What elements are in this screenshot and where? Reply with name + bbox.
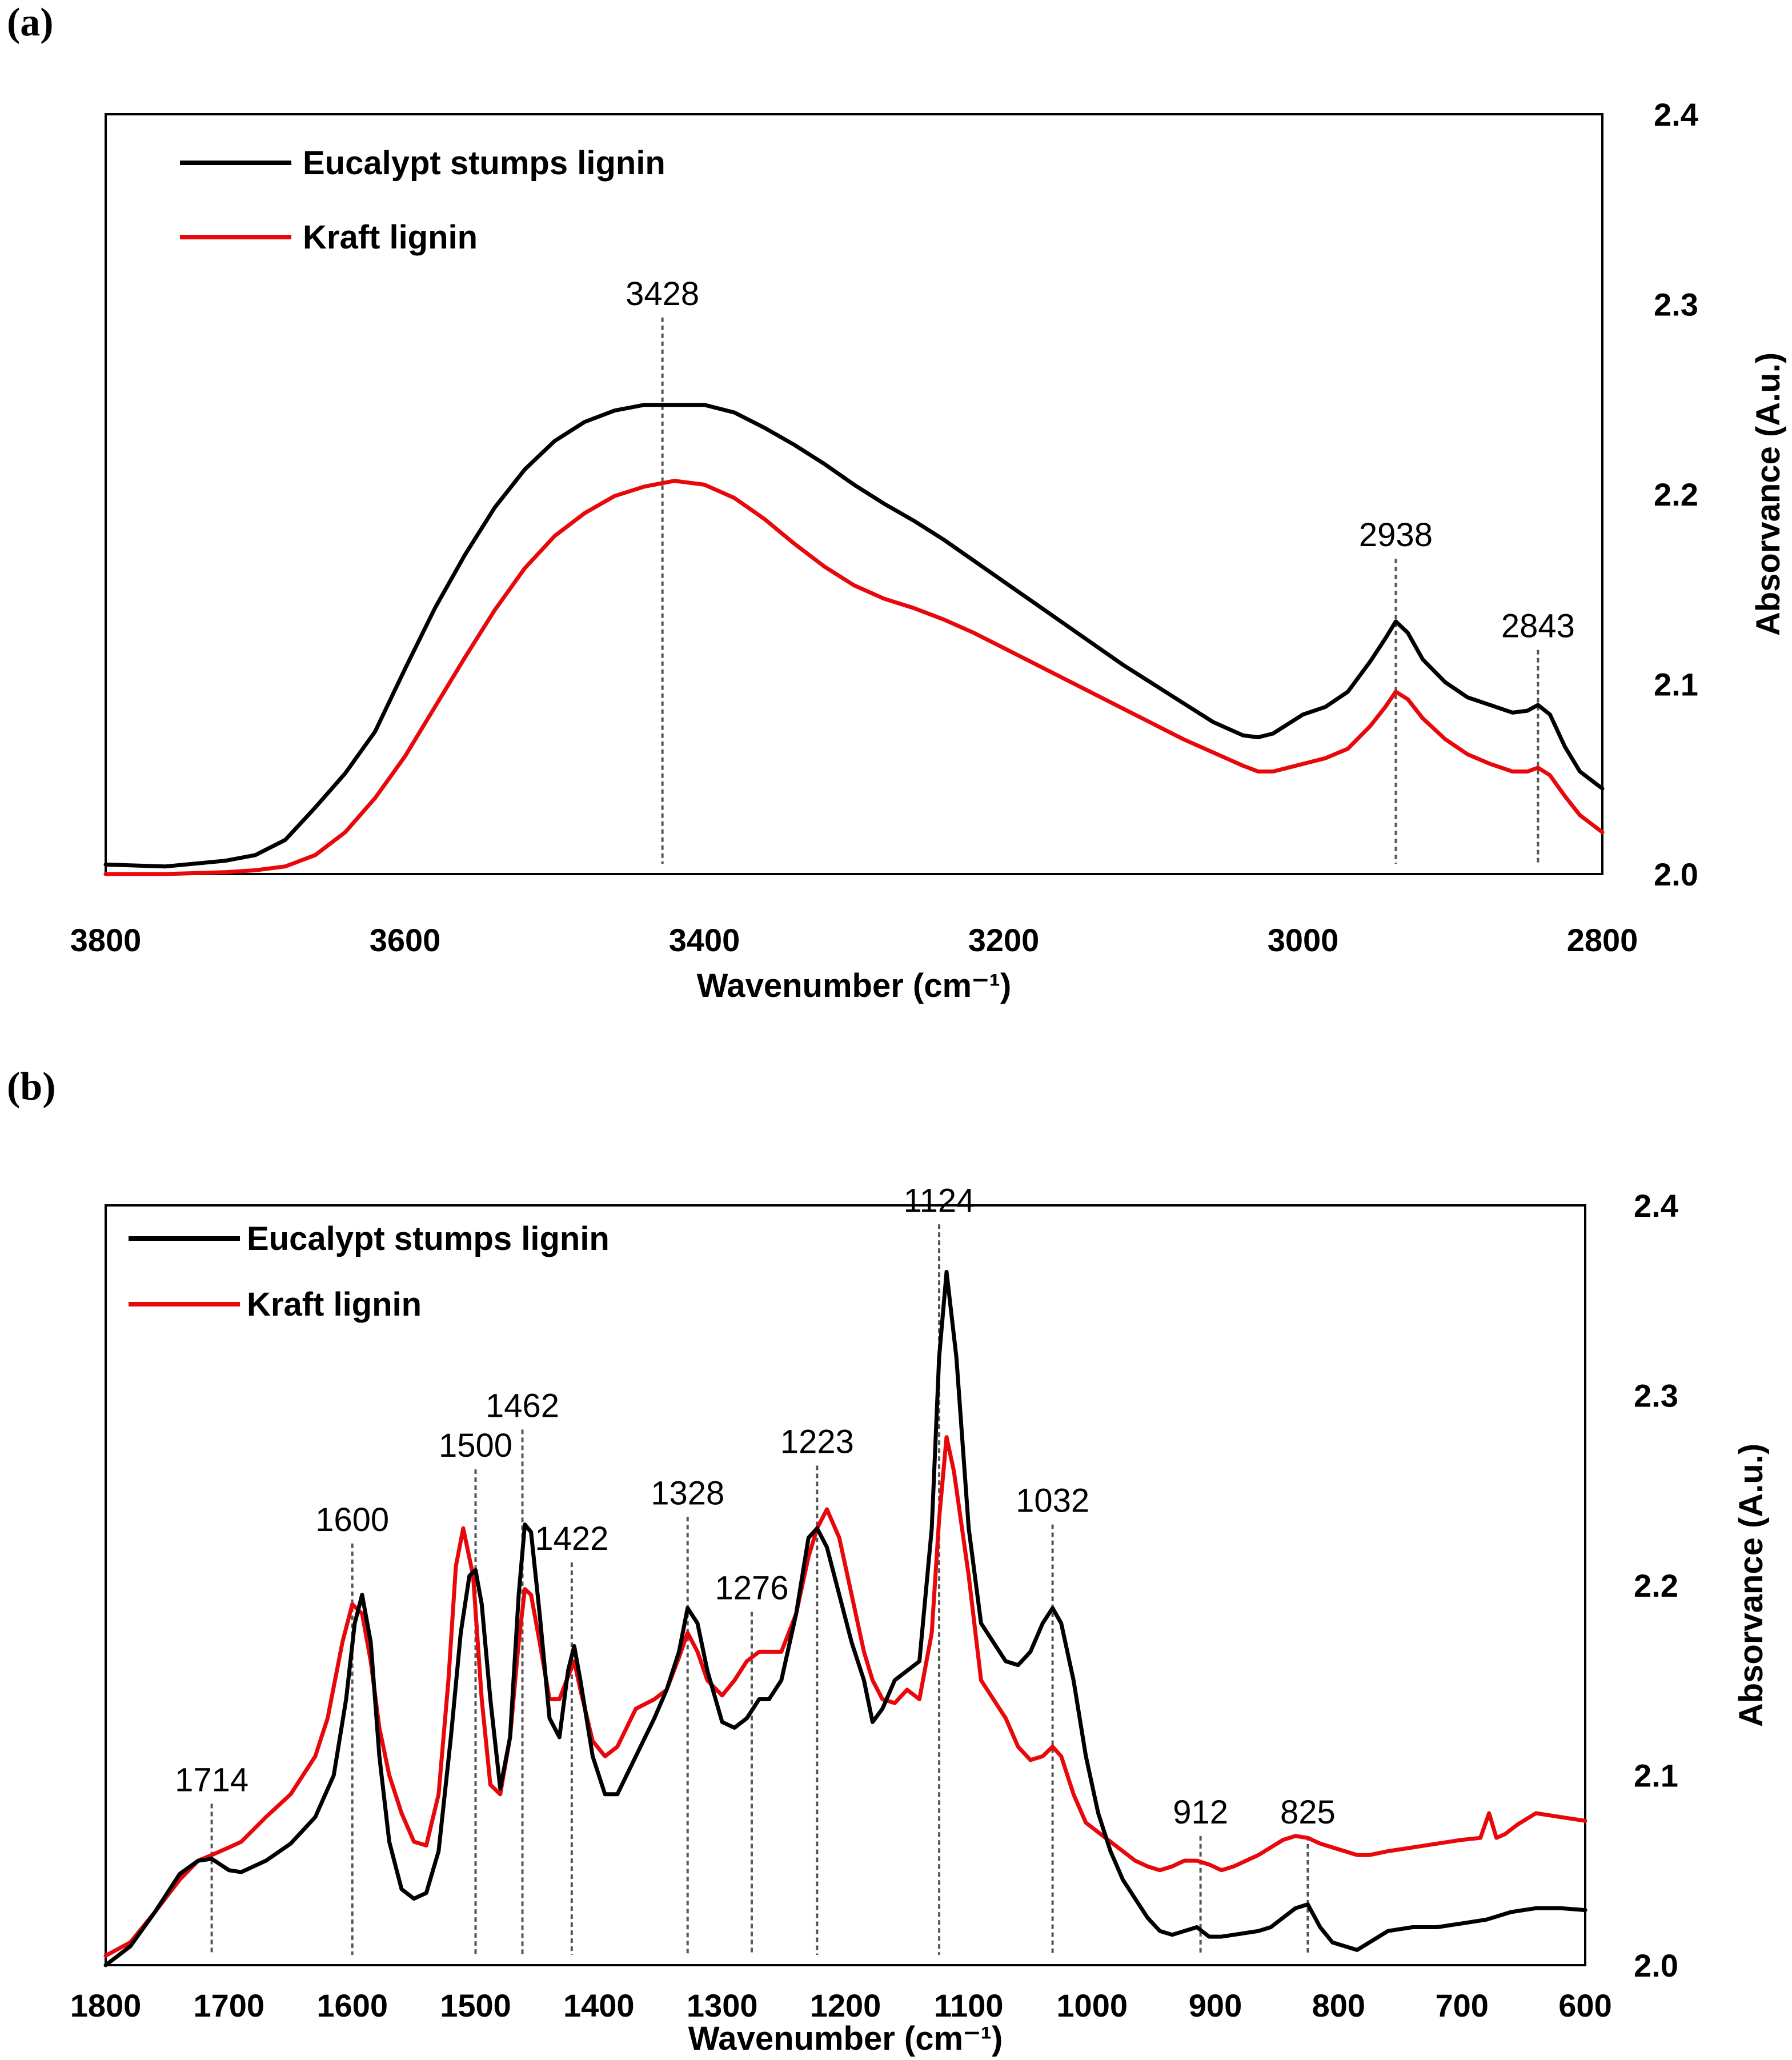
panel-a-annotations: 3428 2938 2843: [626, 275, 1575, 645]
panel-a-legend-label-eucalypt: Eucalypt stumps lignin: [303, 145, 666, 182]
panel-b-annotation-label: 1600: [315, 1501, 389, 1538]
panel-a-series-kraft-lignin: [103, 479, 1605, 876]
panel-b-x-tick: 1200: [810, 1987, 881, 2023]
panel-a-y-tick-labels: 2.0 2.1 2.2 2.3 2.4: [1654, 97, 1698, 892]
panel-a-legend: Eucalypt stumps lignin Kraft lignin: [180, 145, 666, 256]
panel-a-x-tick: 3400: [669, 922, 740, 958]
panel-b-x-tick: 800: [1312, 1987, 1365, 2023]
panel-a-annotation-label: 3428: [626, 275, 699, 312]
panel-b-x-tick: 1800: [70, 1987, 142, 2023]
panel-a-y-tick: 2.4: [1654, 97, 1698, 133]
panel-b-annotation-label: 825: [1280, 1794, 1336, 1831]
panel-a-plot-frame: [105, 113, 1603, 875]
panel-a-y-tick: 2.1: [1654, 667, 1698, 703]
panel-b-annotation-label: 1032: [1016, 1482, 1089, 1520]
panel-b-y-tick: 2.0: [1634, 1947, 1678, 1983]
panel-b-x-tick: 1000: [1056, 1987, 1128, 2023]
panel-b-annotation-label: 1223: [780, 1424, 854, 1461]
panel-b-annotation-label: 1462: [486, 1387, 559, 1424]
panel-a-x-tick: 3800: [70, 922, 142, 958]
panel-a-x-tick: 3200: [968, 922, 1040, 958]
panel-b-legend: Eucalypt stumps lignin Kraft lignin: [129, 1220, 610, 1323]
panel-a-legend-label-kraft: Kraft lignin: [303, 219, 478, 256]
panel-a-annotation-label: 2938: [1359, 516, 1433, 554]
panel-b-annotation-label: 1276: [715, 1570, 788, 1607]
panel-b-y-tick: 2.1: [1634, 1758, 1678, 1794]
panel-b-x-tick: 1400: [563, 1987, 635, 2023]
panel-b-series-eucalypt-stumps-lignin: [103, 1269, 1587, 1967]
panel-b-y-tick: 2.3: [1634, 1378, 1678, 1414]
panel-a-x-tick: 3600: [370, 922, 441, 958]
panel-b-annotation-label: 1500: [439, 1427, 512, 1464]
panel-b-annotation-label: 1328: [651, 1474, 724, 1512]
panel-a-y-axis-title: Absorvance (A.u.): [1750, 352, 1787, 636]
panel-a-label: (a): [7, 1, 54, 45]
panel-b-x-tick-labels: 1800 1700 1600 1500 1400 1300 1200 1100 …: [70, 1987, 1612, 2023]
panel-b-annotation-label: 1124: [904, 1182, 975, 1219]
panel-b-x-tick: 900: [1189, 1987, 1242, 2023]
panel-b-label: (b): [7, 1065, 56, 1109]
panel-a-y-tick: 2.0: [1654, 856, 1698, 892]
panel-b-plot-frame: [105, 1204, 1586, 1966]
panel-b-y-tick: 2.4: [1634, 1188, 1678, 1224]
panel-b-series-kraft-lignin: [103, 1435, 1587, 1958]
panel-b-y-tick: 2.2: [1634, 1568, 1678, 1604]
panel-a-y-tick: 2.2: [1654, 476, 1698, 512]
panel-b-annotation-label: 1714: [175, 1761, 248, 1798]
panel-a-x-axis-title: Wavenumber (cm⁻¹): [697, 967, 1012, 1004]
panel-b-x-tick: 1700: [194, 1987, 265, 2023]
panel-a-x-tick: 2800: [1567, 922, 1638, 958]
panel-b-x-tick: 600: [1558, 1987, 1611, 2023]
panel-b-legend-label-kraft: Kraft lignin: [247, 1286, 422, 1323]
panel-b-legend-label-eucalypt: Eucalypt stumps lignin: [247, 1220, 610, 1257]
panel-b-x-axis-title: Wavenumber (cm⁻¹): [688, 2020, 1003, 2057]
panel-a-series-eucalypt-stumps-lignin: [103, 403, 1605, 869]
panel-b-annotation-label: 1422: [535, 1520, 608, 1557]
panel-a-x-tick: 3000: [1268, 922, 1339, 958]
panel-b-x-tick: 1300: [687, 1987, 758, 2023]
panel-b-x-tick: 1500: [440, 1987, 511, 2023]
panel-b-x-tick: 1100: [934, 1987, 1004, 2023]
panel-a: (a) 3428 2938 2843 3800 3600 3400 3200 300…: [7, 1, 1787, 1004]
panel-a-annotation-dashes: [661, 317, 1540, 864]
panel-a-x-tick-labels: 3800 3600 3400 3200 3000 2800: [70, 922, 1638, 958]
panel-b-x-tick: 700: [1435, 1987, 1488, 2023]
panel-a-y-tick: 2.3: [1654, 287, 1698, 323]
panel-b: (b) 171416001500146214221328127612231124…: [7, 1065, 1770, 2057]
panel-b-annotation-label: 912: [1173, 1794, 1228, 1831]
panel-b-curves: [103, 1269, 1587, 1967]
panel-b-x-tick: 1600: [316, 1987, 388, 2023]
panel-a-annotation-label: 2843: [1501, 608, 1575, 645]
panel-b-y-axis-title: Absorvance (A.u.): [1733, 1444, 1770, 1727]
panel-b-y-tick-labels: 2.0 2.1 2.2 2.3 2.4: [1634, 1188, 1678, 1983]
panel-a-curves: [103, 403, 1605, 876]
